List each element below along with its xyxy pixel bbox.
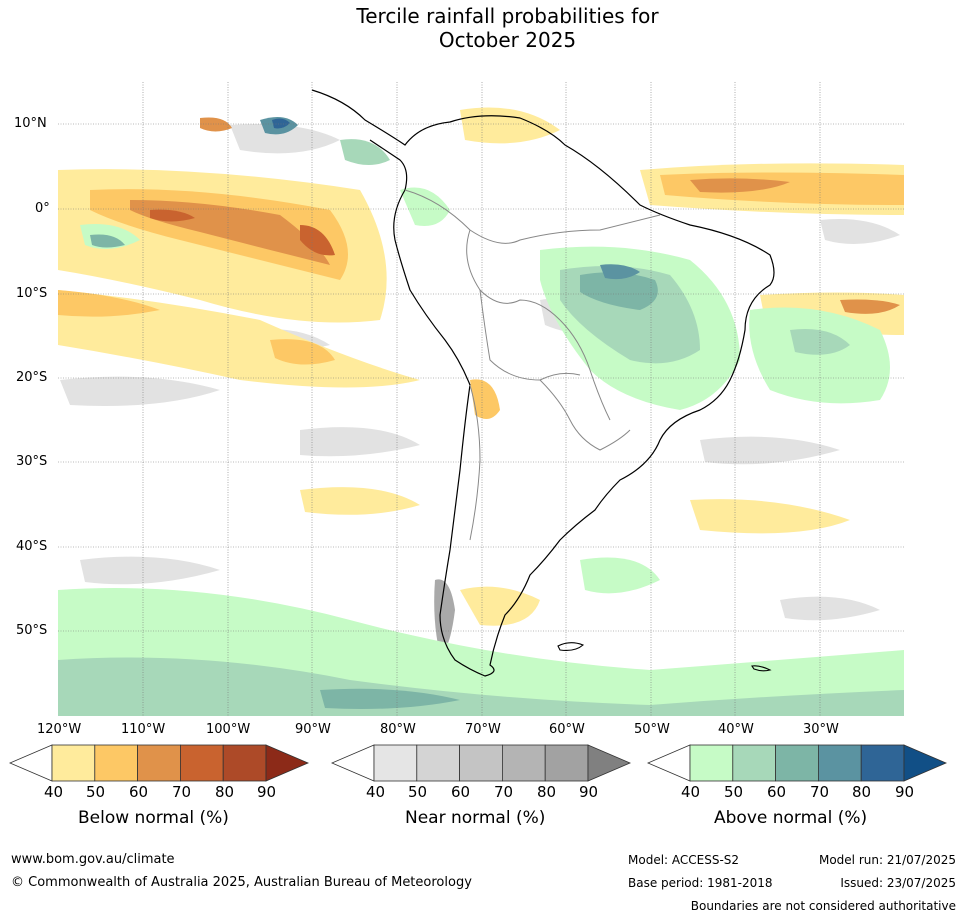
below-legend-band-70: [179, 744, 224, 782]
south-georgia: [751, 665, 772, 672]
lat-label-30s: 30°S: [16, 454, 48, 469]
below-legend-low-extension: [8, 744, 53, 782]
above-legend-low-extension: [646, 744, 691, 782]
above-legend-high-extension: [903, 744, 948, 782]
title-line-2: October 2025: [438, 28, 577, 52]
above-legend-band-70: [818, 744, 862, 782]
lon-label-70w: 70°W: [465, 722, 501, 737]
map-area: [58, 82, 904, 716]
below-legend-band-60: [137, 744, 181, 782]
legend-colorbars: [8, 744, 948, 782]
above-tick-90: 90: [895, 783, 915, 801]
title-line-1: Tercile rainfall probabilities for: [356, 4, 659, 28]
footer-url: www.bom.gov.au/climate: [11, 852, 175, 867]
near-tick-80: 80: [537, 783, 557, 801]
above-legend-band-50: [732, 744, 776, 782]
below-tick-50: 50: [86, 783, 106, 801]
lat-label-20s: 20°S: [16, 370, 48, 385]
near-tick-70: 70: [494, 783, 514, 801]
graticule: [58, 82, 904, 716]
above-tick-60: 60: [767, 783, 787, 801]
above-tick-40: 40: [681, 783, 701, 801]
below-tick-40: 40: [44, 783, 64, 801]
footer-model: Model: ACCESS-S2: [628, 853, 740, 867]
footer-model-run: Model run: 21/07/2025: [818, 853, 956, 867]
country-borders: [404, 189, 661, 541]
footer-copyright: © Commonwealth of Australia 2025, Austra…: [11, 875, 472, 890]
below-tick-80: 80: [215, 783, 235, 801]
lat-label-0: 0°: [35, 201, 50, 216]
lon-label-60w: 60°W: [549, 722, 585, 737]
below-tick-90: 90: [257, 783, 277, 801]
footer-disclaimer: Boundaries are not considered authoritat…: [690, 899, 956, 913]
near-legend-band-50: [416, 744, 460, 782]
above-legend-band-80: [860, 744, 905, 782]
footer-issued: Issued: 23/07/2025: [840, 876, 956, 890]
near-tick-50: 50: [408, 783, 428, 801]
near-tick-90: 90: [579, 783, 599, 801]
near-legend-low-extension: [330, 744, 375, 782]
above-normal-title: Above normal (%): [714, 808, 868, 828]
above-tick-80: 80: [852, 783, 872, 801]
near-tick-60: 60: [451, 783, 471, 801]
lon-label-80w: 80°W: [380, 722, 416, 737]
near-legend-band-80: [544, 744, 589, 782]
near-tick-40: 40: [366, 783, 386, 801]
lon-label-90w: 90°W: [295, 722, 331, 737]
near-normal-dark-patch: [434, 579, 455, 655]
above-tick-70: 70: [810, 783, 830, 801]
below-tick-60: 60: [129, 783, 149, 801]
falkland-islands: [557, 642, 585, 651]
south-america-coastline: [311, 89, 775, 677]
near-normal-title: Near normal (%): [405, 808, 546, 828]
lon-label-100w: 100°W: [206, 722, 251, 737]
near-legend-high-extension: [587, 744, 632, 782]
lon-label-110w: 110°W: [121, 722, 166, 737]
near-legend-band-60: [459, 744, 503, 782]
lat-label-10s: 10°S: [16, 286, 48, 301]
lat-label-50s: 50°S: [16, 623, 48, 638]
below-normal-title: Below normal (%): [78, 808, 229, 828]
lat-label-10n: 10°N: [14, 116, 47, 131]
below-legend-band-50: [94, 744, 139, 782]
lon-label-120w: 120°W: [37, 722, 82, 737]
lat-label-40s: 40°S: [16, 539, 48, 554]
near-legend-band-70: [501, 744, 546, 782]
above-legend-band-40: [689, 744, 734, 782]
below-legend-band-80: [222, 744, 267, 782]
near-legend-band-40: [373, 744, 418, 782]
above-tick-50: 50: [724, 783, 744, 801]
chart-title: Tercile rainfall probabilities for Octob…: [0, 4, 965, 52]
below-legend-high-extension: [265, 744, 310, 782]
lon-label-50w: 50°W: [634, 722, 670, 737]
lon-label-30w: 30°W: [803, 722, 839, 737]
above-legend-band-60: [775, 744, 819, 782]
lon-label-40w: 40°W: [718, 722, 754, 737]
footer-base-period: Base period: 1981-2018: [628, 876, 773, 890]
below-tick-70: 70: [172, 783, 192, 801]
below-legend-band-40: [51, 744, 96, 782]
